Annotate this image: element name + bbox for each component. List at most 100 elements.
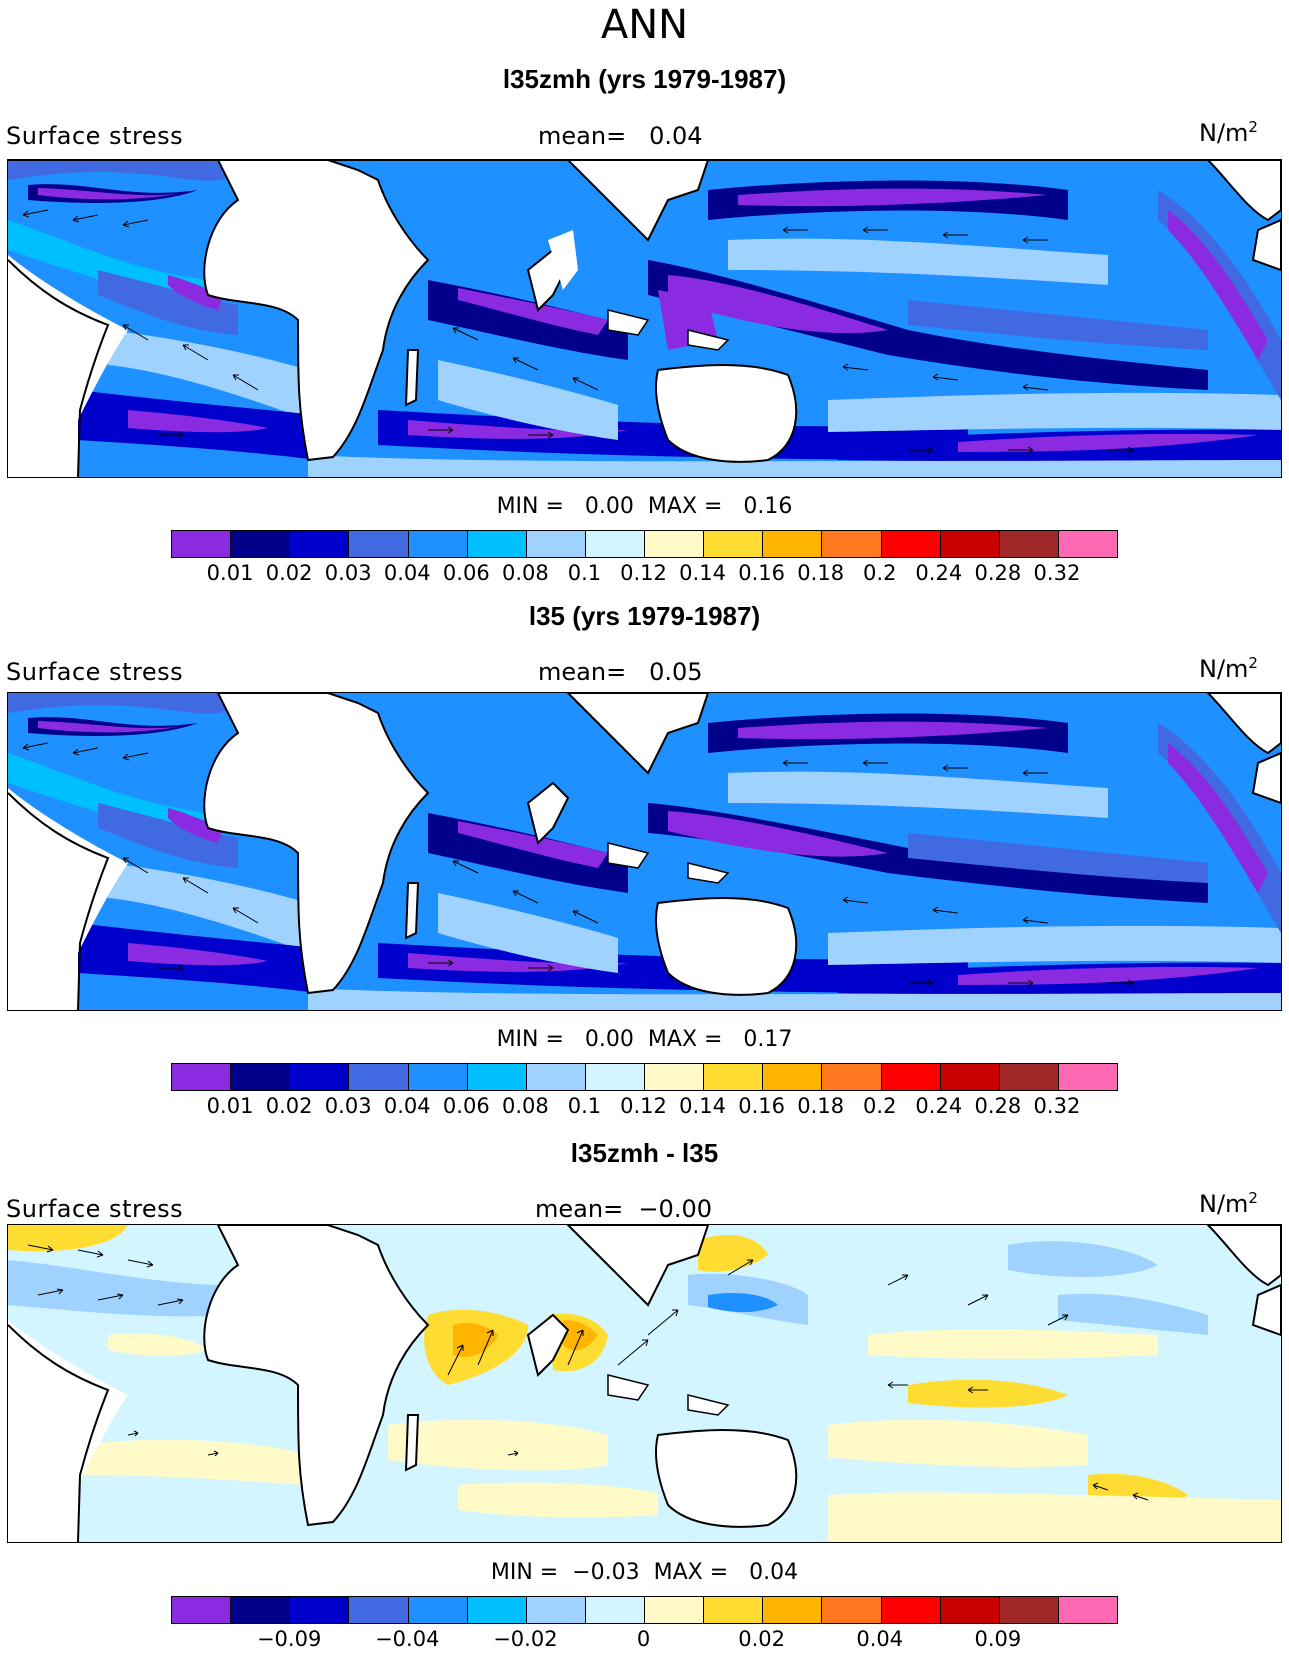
colorbar-tick-label: 0.18: [797, 1094, 845, 1118]
colorbar-tick-label: 0.06: [442, 1094, 490, 1118]
colorbar-swatch: [526, 1597, 586, 1623]
panel2-mean-label: mean=: [538, 658, 627, 686]
colorbar-swatch: [881, 1597, 941, 1623]
colorbar-swatch: [704, 1064, 764, 1090]
colorbar-swatch: [822, 1064, 882, 1090]
colorbar-tick-label: 0.01: [206, 561, 254, 585]
colorbar-tick-label: 0.08: [501, 1094, 549, 1118]
panel3-unit-exp: 2: [1248, 1189, 1258, 1207]
colorbar-swatch: [408, 1064, 468, 1090]
colorbar-swatch: [999, 1597, 1059, 1623]
panel3-max-label: MAX =: [653, 1560, 729, 1585]
panel1-min-label: MIN =: [496, 494, 564, 519]
panel1-unit-exp: 2: [1248, 118, 1258, 136]
colorbar-tick-label: 0.06: [442, 561, 490, 585]
colorbar-tick-label: −0.04: [375, 1627, 440, 1651]
colorbar-swatch: [763, 1064, 823, 1090]
colorbar-swatch: [467, 1597, 527, 1623]
panel3-mean-label: mean=: [535, 1195, 624, 1223]
colorbar-swatch: [881, 1064, 941, 1090]
colorbar-swatch: [467, 1064, 527, 1090]
panel3-wind-vectors: [27, 1244, 1149, 1501]
colorbar-tick-label: 0.01: [206, 1094, 254, 1118]
colorbar-swatch: [1058, 531, 1117, 557]
panel2-wind-vectors: [22, 742, 1134, 987]
panel3-max-value: 0.04: [749, 1560, 799, 1585]
colorbar-tick-label: 0.1: [567, 1094, 602, 1118]
panel2-mean-value: 0.05: [649, 658, 703, 686]
panel1-unit: N/m2: [1199, 118, 1258, 147]
colorbar-swatch: [940, 1597, 1000, 1623]
colorbar-swatch: [585, 1064, 645, 1090]
colorbar-tick-label: 0.24: [915, 1094, 963, 1118]
figure-title: ANN: [600, 2, 689, 48]
colorbar-swatch: [526, 1064, 586, 1090]
panel3-min-value: −0.03: [572, 1560, 640, 1585]
colorbar-tick-label: −0.09: [256, 1627, 322, 1651]
colorbar-tick-label: 0.16: [738, 1094, 786, 1118]
colorbar-tick-label: 0.09: [974, 1627, 1022, 1651]
colorbar-tick-label: 0.32: [1033, 561, 1081, 585]
colorbar-tick-label: 0.16: [738, 561, 786, 585]
panel1-unit-base: N/m: [1199, 119, 1249, 147]
colorbar-tick-label: 0.32: [1033, 1094, 1081, 1118]
colorbar-swatch: [1058, 1597, 1117, 1623]
panel1-colorbar: [171, 530, 1118, 558]
colorbar-swatch: [940, 531, 1000, 557]
panel2-colorbar: [171, 1063, 1118, 1091]
panel1-map-svg: [8, 160, 1281, 477]
colorbar-tick-label: 0.18: [797, 561, 845, 585]
panel3-title: l35zmh - l35: [570, 1138, 719, 1168]
colorbar-swatch: [231, 1597, 291, 1623]
panel3-mean-value: −0.00: [638, 1195, 712, 1223]
colorbar-swatch: [1058, 1064, 1117, 1090]
panel2-colorbar-ticks: 0.01 0.02 0.03 0.04 0.06 0.08 0.1 0.12 0.14 0.16 0…: [171, 1094, 1116, 1120]
panel1-minmax: MIN = 0.00 MAX = 0.16: [0, 494, 1289, 519]
panel2-title: l35 (yrs 1979-1987): [528, 601, 761, 631]
colorbar-swatch: [231, 531, 291, 557]
panel2-unit-exp: 2: [1248, 654, 1258, 672]
colorbar-swatch: [704, 531, 764, 557]
panel2-map: [7, 692, 1282, 1011]
colorbar-swatch: [940, 1064, 1000, 1090]
colorbar-swatch: [999, 1064, 1059, 1090]
panel2-mean: mean= 0.05: [538, 658, 703, 686]
colorbar-tick-label: 0.03: [324, 1094, 372, 1118]
colorbar-swatch: [231, 1064, 291, 1090]
colorbar-tick-label: 0.08: [501, 561, 549, 585]
colorbar-swatch: [645, 531, 705, 557]
panel1-max-value: 0.16: [743, 494, 793, 519]
panel3-field-label: Surface stress: [6, 1195, 184, 1223]
colorbar-swatch: [349, 531, 409, 557]
panel3-unit-base: N/m: [1199, 1190, 1249, 1218]
panel2-minmax: MIN = 0.00 MAX = 0.17: [0, 1027, 1289, 1052]
panel1-max-label: MAX =: [647, 494, 723, 519]
colorbar-tick-label: 0.04: [383, 561, 431, 585]
colorbar-swatch: [999, 531, 1059, 557]
panel1-mean-value: 0.04: [649, 122, 703, 150]
panel1-colorbar-ticks: 0.01 0.02 0.03 0.04 0.06 0.08 0.1 0.12 0.14 0.16 0…: [171, 561, 1116, 587]
panel2-min-value: 0.00: [584, 1027, 634, 1052]
colorbar-tick-label: 0.04: [856, 1627, 904, 1651]
panel3-map: [7, 1224, 1282, 1543]
panel2-map-svg: [8, 693, 1281, 1010]
panel3-colorbar-ticks: −0.09 −0.04 −0.02 0 0.02 0.04 0.09: [171, 1627, 1116, 1653]
colorbar-tick-label: 0.28: [974, 1094, 1022, 1118]
colorbar-tick-label: 0.28: [974, 561, 1022, 585]
colorbar-tick-label: 0.02: [738, 1627, 786, 1651]
colorbar-tick-label: 0.2: [863, 1094, 897, 1118]
colorbar-swatch: [645, 1064, 705, 1090]
colorbar-tick-label: 0.24: [915, 561, 963, 585]
panel3-map-svg: [8, 1225, 1281, 1542]
colorbar-tick-label: 0.2: [863, 561, 897, 585]
colorbar-tick-label: 0.12: [620, 561, 667, 585]
panel1-map: [7, 159, 1282, 478]
colorbar-swatch: [290, 531, 350, 557]
colorbar-swatch: [172, 1597, 232, 1623]
panel1-field-label: Surface stress: [6, 122, 184, 150]
colorbar-swatch: [763, 531, 823, 557]
panel3-min-label: MIN =: [490, 1560, 559, 1585]
colorbar-swatch: [585, 1597, 645, 1623]
colorbar-swatch: [290, 1597, 350, 1623]
panel3-unit: N/m2: [1199, 1189, 1258, 1218]
